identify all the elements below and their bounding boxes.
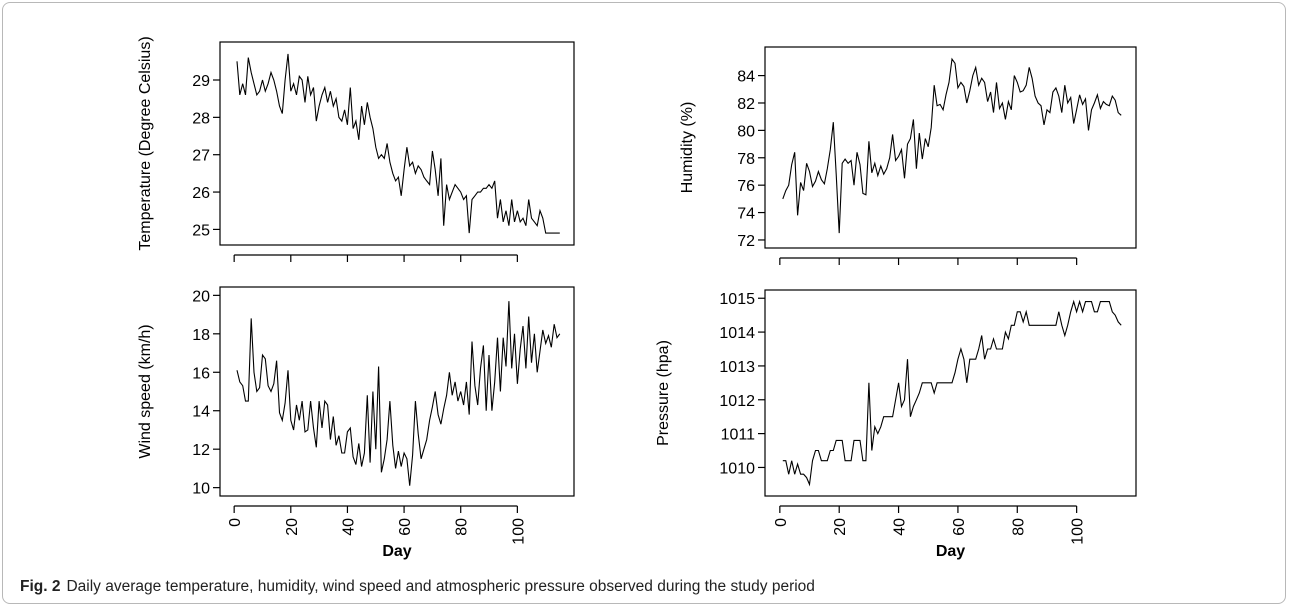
x-axis-label: Day xyxy=(382,543,411,560)
figure-caption-label: Fig. 2 xyxy=(20,578,61,595)
y-axis-label: Wind speed (km/h) xyxy=(137,324,154,458)
figure-caption: Fig. 2 Daily average temperature, humidit… xyxy=(20,578,815,596)
y-tick-label: 78 xyxy=(737,151,755,168)
x-tick-label: 20 xyxy=(832,518,849,536)
charts-canvas: 25 26 27 28 29 Temperature (Degree Celsius) 72… xyxy=(137,36,1137,560)
x-tick-label: 80 xyxy=(454,518,471,536)
y-tick-label: 1011 xyxy=(721,427,756,444)
plot-frame xyxy=(764,289,1137,497)
y-tick-label: 18 xyxy=(192,327,210,344)
y-tick-label: 82 xyxy=(737,96,755,113)
chart-panel-2: 10 12 14 16 18 20 0 20 40 60 80 100 Wind speed (km/h… xyxy=(137,286,575,560)
x-tick-label: 20 xyxy=(284,518,301,536)
x-tick-label: 0 xyxy=(773,518,790,527)
x-tick-label: 40 xyxy=(892,518,909,536)
y-tick-label: 20 xyxy=(192,288,210,305)
series-line xyxy=(782,57,1122,234)
y-tick-label: 84 xyxy=(737,69,755,86)
y-tick-label: 28 xyxy=(192,110,210,127)
chart-panel-1: 72 74 76 78 80 82 84 Humidity (%) xyxy=(679,46,1137,265)
chart-panel-0: 25 26 27 28 29 Temperature (Degree Celsius) xyxy=(137,36,575,262)
x-axis-label: Day xyxy=(936,543,965,560)
y-axis-label: Temperature (Degree Celsius) xyxy=(137,36,154,250)
y-tick-label: 74 xyxy=(737,206,755,223)
x-tick-label: 0 xyxy=(227,518,244,527)
chart-panel-3: 1010 1011 1012 1013 1014 1015 0 20 40 60 80 100 Pres… xyxy=(655,289,1137,560)
x-tick-label: 80 xyxy=(1010,518,1027,536)
y-tick-label: 29 xyxy=(192,73,210,90)
y-tick-label: 16 xyxy=(192,365,210,382)
y-tick-label: 1012 xyxy=(719,393,755,410)
plot-frame xyxy=(764,46,1137,249)
y-tick-label: 1010 xyxy=(719,460,755,477)
y-axis-label: Pressure (hpa) xyxy=(655,340,672,446)
y-tick-label: 27 xyxy=(192,148,210,165)
y-tick-label: 76 xyxy=(737,178,755,195)
y-tick-label: 80 xyxy=(737,123,755,140)
figure-caption-text: Daily average temperature, humidity, win… xyxy=(66,578,815,595)
y-tick-label: 26 xyxy=(192,185,210,202)
y-tick-label: 1013 xyxy=(719,359,755,376)
plot-frame xyxy=(219,41,575,246)
x-tick-label: 40 xyxy=(340,518,357,536)
series-line xyxy=(236,301,561,486)
y-tick-label: 25 xyxy=(192,222,210,239)
y-tick-label: 72 xyxy=(737,233,755,250)
plot-frame xyxy=(219,286,575,497)
y-tick-label: 12 xyxy=(192,442,210,459)
y-tick-label: 14 xyxy=(192,404,210,421)
x-tick-label: 60 xyxy=(951,518,968,536)
series-line xyxy=(782,299,1122,487)
y-tick-label: 1015 xyxy=(719,291,755,308)
x-tick-label: 60 xyxy=(397,518,414,536)
y-axis-label: Humidity (%) xyxy=(679,102,696,194)
y-tick-label: 1014 xyxy=(719,325,755,342)
x-tick-label: 100 xyxy=(1070,518,1087,545)
series-line xyxy=(236,53,560,234)
y-tick-label: 10 xyxy=(192,481,210,498)
x-tick-label: 100 xyxy=(510,518,527,545)
